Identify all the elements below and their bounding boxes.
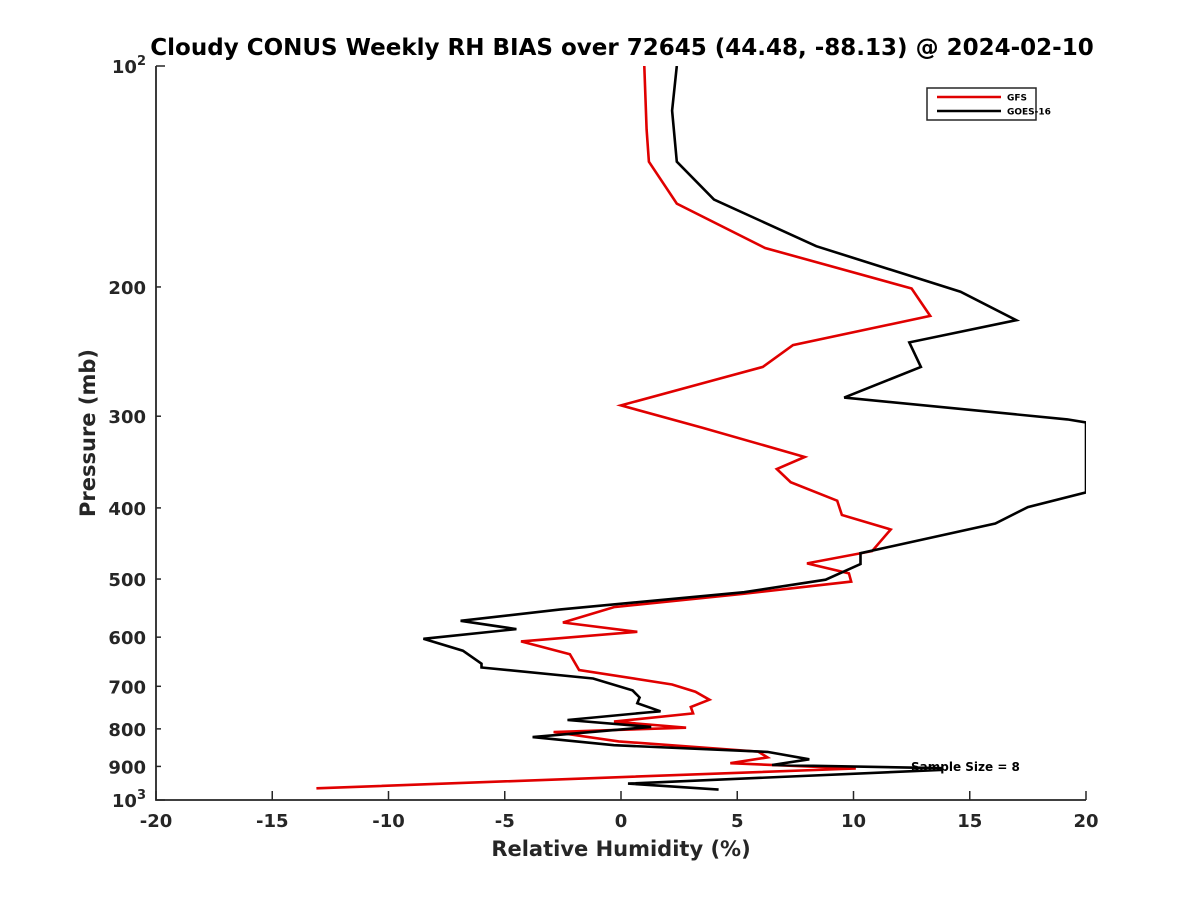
y-tick-label: 400	[108, 499, 146, 520]
x-tick-label: -10	[372, 811, 405, 832]
y-tick-label: 900	[108, 757, 146, 778]
chart-title: Cloudy CONUS Weekly RH BIAS over 72645 (…	[150, 35, 1093, 61]
x-axis-label: Relative Humidity (%)	[491, 837, 750, 861]
sample-size-annotation: Sample Size = 8	[911, 760, 1020, 774]
legend: GFS GOES-16	[926, 87, 1051, 121]
y-tick-label: 700	[108, 677, 146, 698]
series-lines	[316, 66, 1086, 791]
y-tick-label: 500	[108, 570, 146, 591]
x-axis-ticks: -20 -15 -10 -5 0 5 10 15 20	[140, 791, 1099, 832]
x-tick-label: 5	[731, 811, 744, 832]
x-tick-label: 10	[841, 811, 866, 832]
y-tick-label: 800	[108, 720, 146, 741]
x-tick-label: 0	[615, 811, 628, 832]
legend-label-goes16: GOES-16	[1007, 108, 1051, 118]
x-tick-label: -5	[495, 811, 515, 832]
y-tick-label: 600	[108, 628, 146, 649]
series-line-goes16	[423, 66, 1086, 791]
x-tick-label: -20	[140, 811, 173, 832]
legend-box	[926, 87, 1037, 121]
y-tick-label: 102	[112, 54, 146, 78]
y-axis-ticks: 102 200 300 400 500 600 700 800 900 103	[108, 54, 165, 812]
x-tick-label: -15	[256, 811, 289, 832]
y-tick-label: 200	[108, 278, 146, 299]
x-tick-label: 20	[1073, 811, 1098, 832]
y-tick-label: 300	[108, 407, 146, 428]
legend-label-gfs: GFS	[1007, 94, 1027, 104]
plot-area	[155, 66, 1086, 801]
axes-frame	[155, 66, 1086, 801]
y-axis-label: Pressure (mb)	[76, 349, 100, 517]
y-tick-label: 103	[112, 788, 146, 812]
x-tick-label: 15	[957, 811, 982, 832]
series-line-gfs	[316, 66, 933, 790]
